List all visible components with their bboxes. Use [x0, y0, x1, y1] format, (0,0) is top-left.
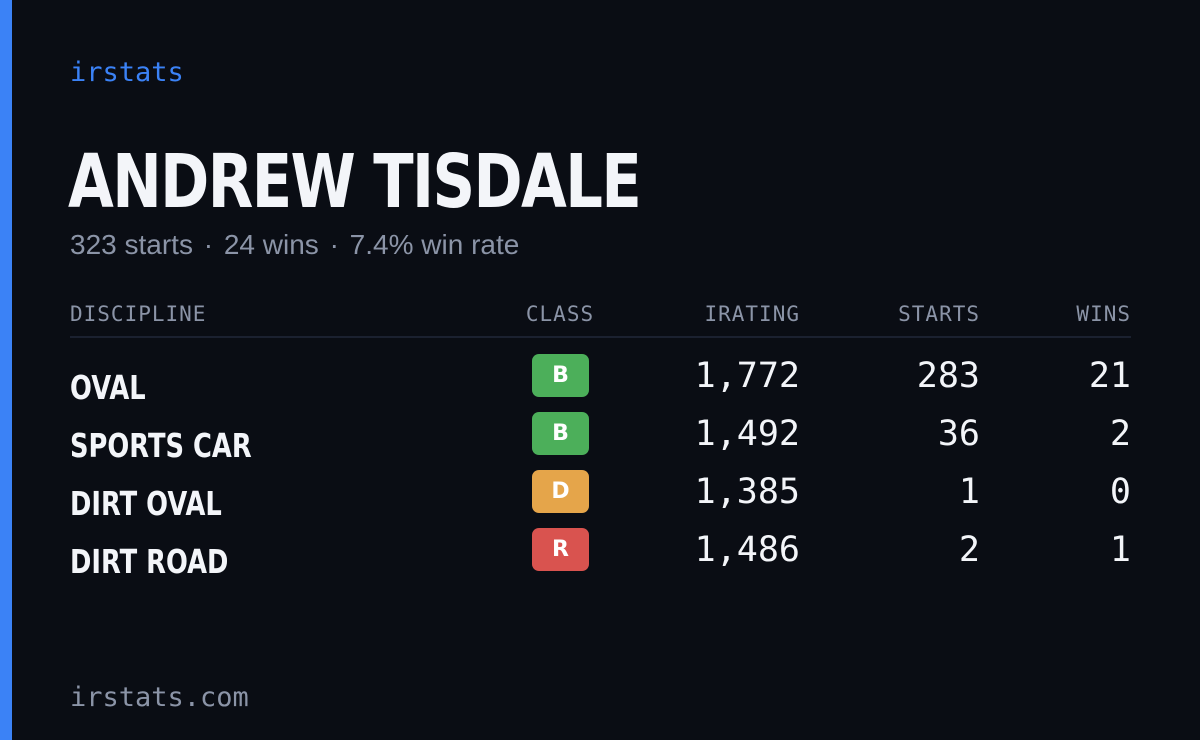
- starts-value: 283: [916, 356, 980, 396]
- wins-value: 0: [1109, 472, 1131, 512]
- class-badge: B: [532, 354, 589, 397]
- wins-value: 2: [1109, 414, 1131, 454]
- footer-url: irstats.com: [70, 682, 249, 713]
- header-discipline: DISCIPLINE: [70, 302, 207, 326]
- table-row: SPORTS CAR B 1,492 36 2: [70, 412, 1131, 470]
- discipline-name: DIRT OVAL: [70, 484, 222, 523]
- table-header-row: DISCIPLINE CLASS IRATING STARTS WINS: [70, 296, 1131, 338]
- driver-summary: 323 starts · 24 wins · 7.4% win rate: [70, 228, 519, 262]
- discipline-stats-table: DISCIPLINE CLASS IRATING STARTS WINS OVA…: [70, 296, 1131, 586]
- driver-name: ANDREW TISDALE: [68, 139, 642, 225]
- table-row: OVAL B 1,772 283 21: [70, 354, 1131, 412]
- starts-value: 2: [958, 530, 980, 570]
- class-badge: D: [532, 470, 589, 513]
- table-row: DIRT ROAD R 1,486 2 1: [70, 528, 1131, 586]
- class-badge: B: [532, 412, 589, 455]
- discipline-name: OVAL: [70, 368, 146, 407]
- total-wins: 24 wins: [223, 229, 319, 260]
- class-badge: R: [532, 528, 589, 571]
- brand-logo-text: irstats: [70, 57, 184, 88]
- accent-bar: [0, 0, 12, 740]
- header-class: CLASS: [525, 302, 595, 326]
- total-starts: 323 starts: [70, 229, 193, 260]
- header-irating: IRATING: [704, 302, 800, 326]
- header-starts: STARTS: [898, 302, 980, 326]
- win-rate: 7.4% win rate: [349, 229, 520, 260]
- irating-value: 1,492: [694, 414, 800, 454]
- table-body: OVAL B 1,772 283 21 SPORTS CAR B 1,492 3…: [70, 354, 1131, 586]
- separator: ·: [329, 229, 339, 260]
- header-wins: WINS: [1076, 302, 1131, 326]
- discipline-name: DIRT ROAD: [70, 542, 229, 581]
- discipline-name: SPORTS CAR: [70, 426, 252, 465]
- irating-value: 1,486: [694, 530, 800, 570]
- wins-value: 1: [1109, 530, 1131, 570]
- starts-value: 36: [937, 414, 980, 454]
- irating-value: 1,385: [694, 472, 800, 512]
- separator: ·: [203, 229, 214, 260]
- irating-value: 1,772: [694, 356, 800, 396]
- table-row: DIRT OVAL D 1,385 1 0: [70, 470, 1131, 528]
- starts-value: 1: [958, 472, 980, 512]
- wins-value: 21: [1088, 356, 1131, 396]
